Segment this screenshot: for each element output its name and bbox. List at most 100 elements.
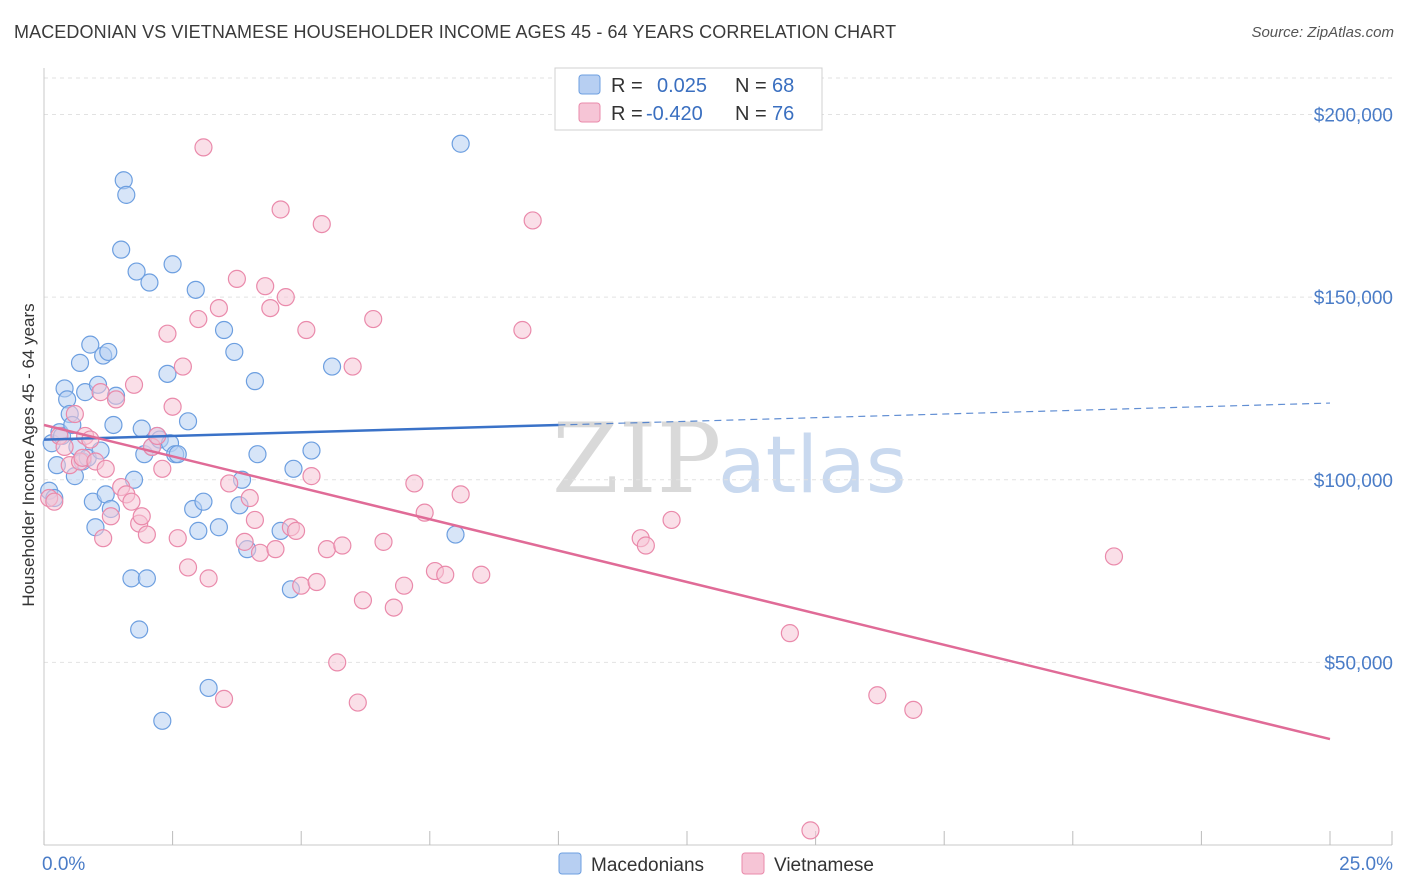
macedonians-point-41 [153,711,172,730]
y-tick-labels: $50,000 $100,000 $150,000 $200,000 [1314,106,1393,675]
vietnamese-point-58 [348,693,367,712]
vietnamese-point-21 [132,507,151,526]
bottom-legend-swatch-pink [741,852,765,875]
vietnamese-point-11 [91,383,110,402]
vietnamese-point-25 [153,459,172,478]
trend-lines [43,402,1331,741]
vietnamese-point-45 [271,200,290,219]
vietnamese-point-51 [302,467,321,486]
bottom-legend: Macedonians Vietnamese [558,852,874,876]
macedonians-point-34 [132,419,151,438]
y-tick-label-2: $150,000 [1314,288,1393,309]
vietnamese-point-54 [317,540,337,559]
vietnamese-point-69 [472,565,491,584]
macedonians-point-27 [112,240,131,259]
vietnamese-point-33 [199,569,218,588]
vietnamese-point-26 [158,324,177,343]
macedonians-point-12 [70,353,90,372]
legend-r-label-2: R = [611,103,643,125]
macedonians-point-51 [194,492,213,511]
vietnamese-point-12 [94,529,113,548]
bottom-legend-vietnamese: Vietnamese [774,855,874,876]
vietnamese-point-3 [55,437,74,456]
vietnamese-point-63 [394,576,414,595]
vietnamese-point-50 [297,320,316,340]
vietnamese-point-27 [163,397,182,416]
legend-n-value-2: 76 [772,103,794,125]
vietnamese-point-34 [209,299,228,318]
vietnamese-point-46 [276,288,295,307]
macedonians-point-30 [122,569,141,588]
vietnamese-point-74 [662,510,681,530]
y-axis-label: Householder Income Ages 45 - 64 years [19,303,38,606]
macedonians-point-37 [140,273,159,292]
macedonians-point-63 [284,459,303,478]
vietnamese-point-37 [227,269,246,288]
macedonians-point-49 [186,280,205,299]
vietnamese-point-39 [240,488,259,508]
vietnamese-point-29 [173,357,192,376]
x-tick-label-0: 0.0% [42,854,85,875]
macedonians-point-66 [446,525,465,544]
chart-title: MACEDONIAN VS VIETNAMESE HOUSEHOLDER INC… [14,22,897,42]
macedonians-point-53 [209,518,228,537]
vietnamese-point-1 [45,492,64,511]
macedonians-point-60 [248,445,267,464]
vietnamese-point-64 [405,474,424,493]
legend-n-value-1: 68 [772,75,794,97]
vietnamese-point-62 [384,598,403,617]
vietnamese-point-67 [436,565,455,584]
y-tick-label-0: $50,000 [1324,653,1393,674]
macedonians-points [40,134,470,730]
vietnamese-point-78 [904,700,923,719]
watermark-zip: ZIP [552,403,721,515]
vietnamese-point-61 [374,532,393,551]
top-legend: R = 0.025 N = 68 R = -0.420 N = 76 [554,67,823,131]
vietnamese-point-71 [523,211,542,230]
vietnamese-point-19 [124,375,144,394]
vietnamese-point-42 [256,277,275,296]
macedonians-trend-extension [558,402,1331,426]
macedonians-point-23 [99,342,118,362]
legend-n-label-2: N = [735,103,767,125]
y-tick-label-1: $100,000 [1314,471,1393,492]
vietnamese-point-59 [353,591,373,610]
vietnamese-point-76 [801,821,820,840]
vietnamese-point-68 [451,485,470,504]
macedonians-point-33 [130,620,149,639]
vietnamese-point-18 [122,492,141,511]
vietnamese-point-38 [235,532,254,551]
macedonians-trend-line [43,423,559,441]
macedonians-point-64 [302,441,321,460]
bottom-legend-macedonians: Macedonians [591,855,704,876]
vietnamese-point-36 [220,474,239,493]
macedonians-point-16 [81,335,100,354]
y-tick-label-3: $200,000 [1314,106,1393,127]
vietnamese-point-75 [780,624,799,643]
macedonians-point-55 [225,342,244,362]
vietnamese-point-14 [101,507,120,526]
legend-r-label-1: R = [611,75,643,97]
vietnamese-point-28 [168,529,187,548]
legend-r-value-2: -0.420 [646,103,703,125]
macedonians-point-32 [127,262,146,281]
macedonians-point-42 [158,364,177,383]
axes [43,68,1393,846]
vietnamese-point-73 [636,536,655,555]
bottom-legend-swatch-blue [558,852,582,875]
macedonians-point-59 [245,372,265,391]
x-tick-label-1: 25.0% [1339,854,1393,875]
vietnamese-point-49 [292,576,311,595]
vietnamese-point-31 [189,309,208,329]
vietnamese-point-30 [178,558,198,577]
vietnamese-point-60 [364,309,383,329]
macedonians-point-50 [189,521,208,540]
vietnamese-point-43 [261,299,280,318]
x-tick-labels: 0.0% 25.0% [42,854,1393,875]
vietnamese-point-77 [868,686,887,705]
source-credit: Source: ZipAtlas.com [1251,24,1394,41]
macedonians-point-67 [451,134,470,153]
macedonians-point-25 [104,415,123,435]
vietnamese-point-57 [343,357,362,376]
